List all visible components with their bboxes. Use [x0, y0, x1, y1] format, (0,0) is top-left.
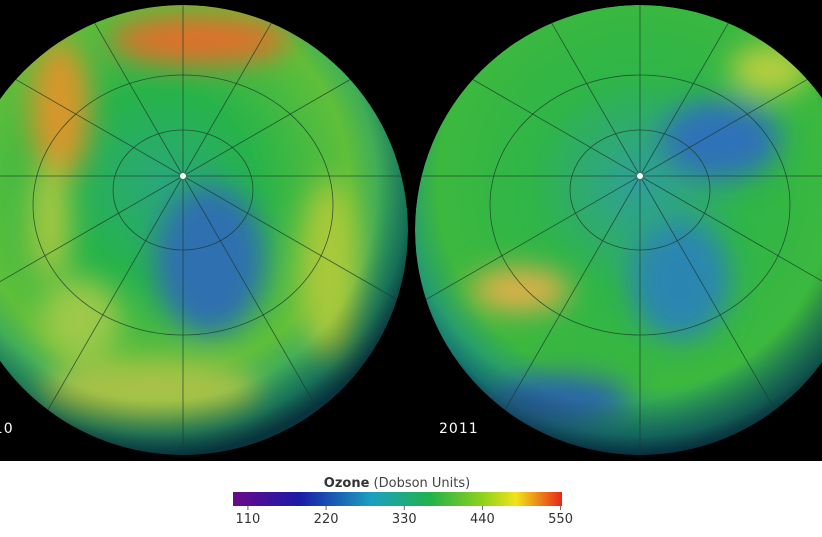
meridian — [489, 5, 641, 177]
meridian — [639, 175, 822, 327]
colorbar-title-main: Ozone — [324, 476, 370, 491]
globe-right — [415, 5, 822, 455]
colorbar-tick-label: 220 — [314, 512, 339, 527]
meridian — [182, 175, 334, 437]
meridian — [32, 5, 184, 177]
meridian — [639, 5, 791, 177]
colorbar — [233, 492, 562, 506]
year-label: 2011 — [439, 421, 479, 437]
meridian — [639, 25, 822, 177]
colorbar-tick-label: 440 — [470, 512, 495, 527]
meridian — [489, 175, 641, 437]
meridian — [639, 175, 791, 437]
globe-left — [0, 5, 408, 455]
colorbar-units: (Dobson Units) — [374, 476, 471, 491]
meridian — [32, 175, 184, 437]
meridian — [182, 5, 334, 177]
meridian — [0, 175, 184, 327]
colorbar-tick-label: 550 — [548, 512, 573, 527]
colorbar-tick-label: 330 — [392, 512, 417, 527]
colorbar-tick-label: 110 — [236, 512, 261, 527]
colorbar-title: Ozone (Dobson Units) — [324, 476, 470, 491]
meridian — [0, 25, 184, 177]
year-label: 2010 — [0, 421, 14, 437]
